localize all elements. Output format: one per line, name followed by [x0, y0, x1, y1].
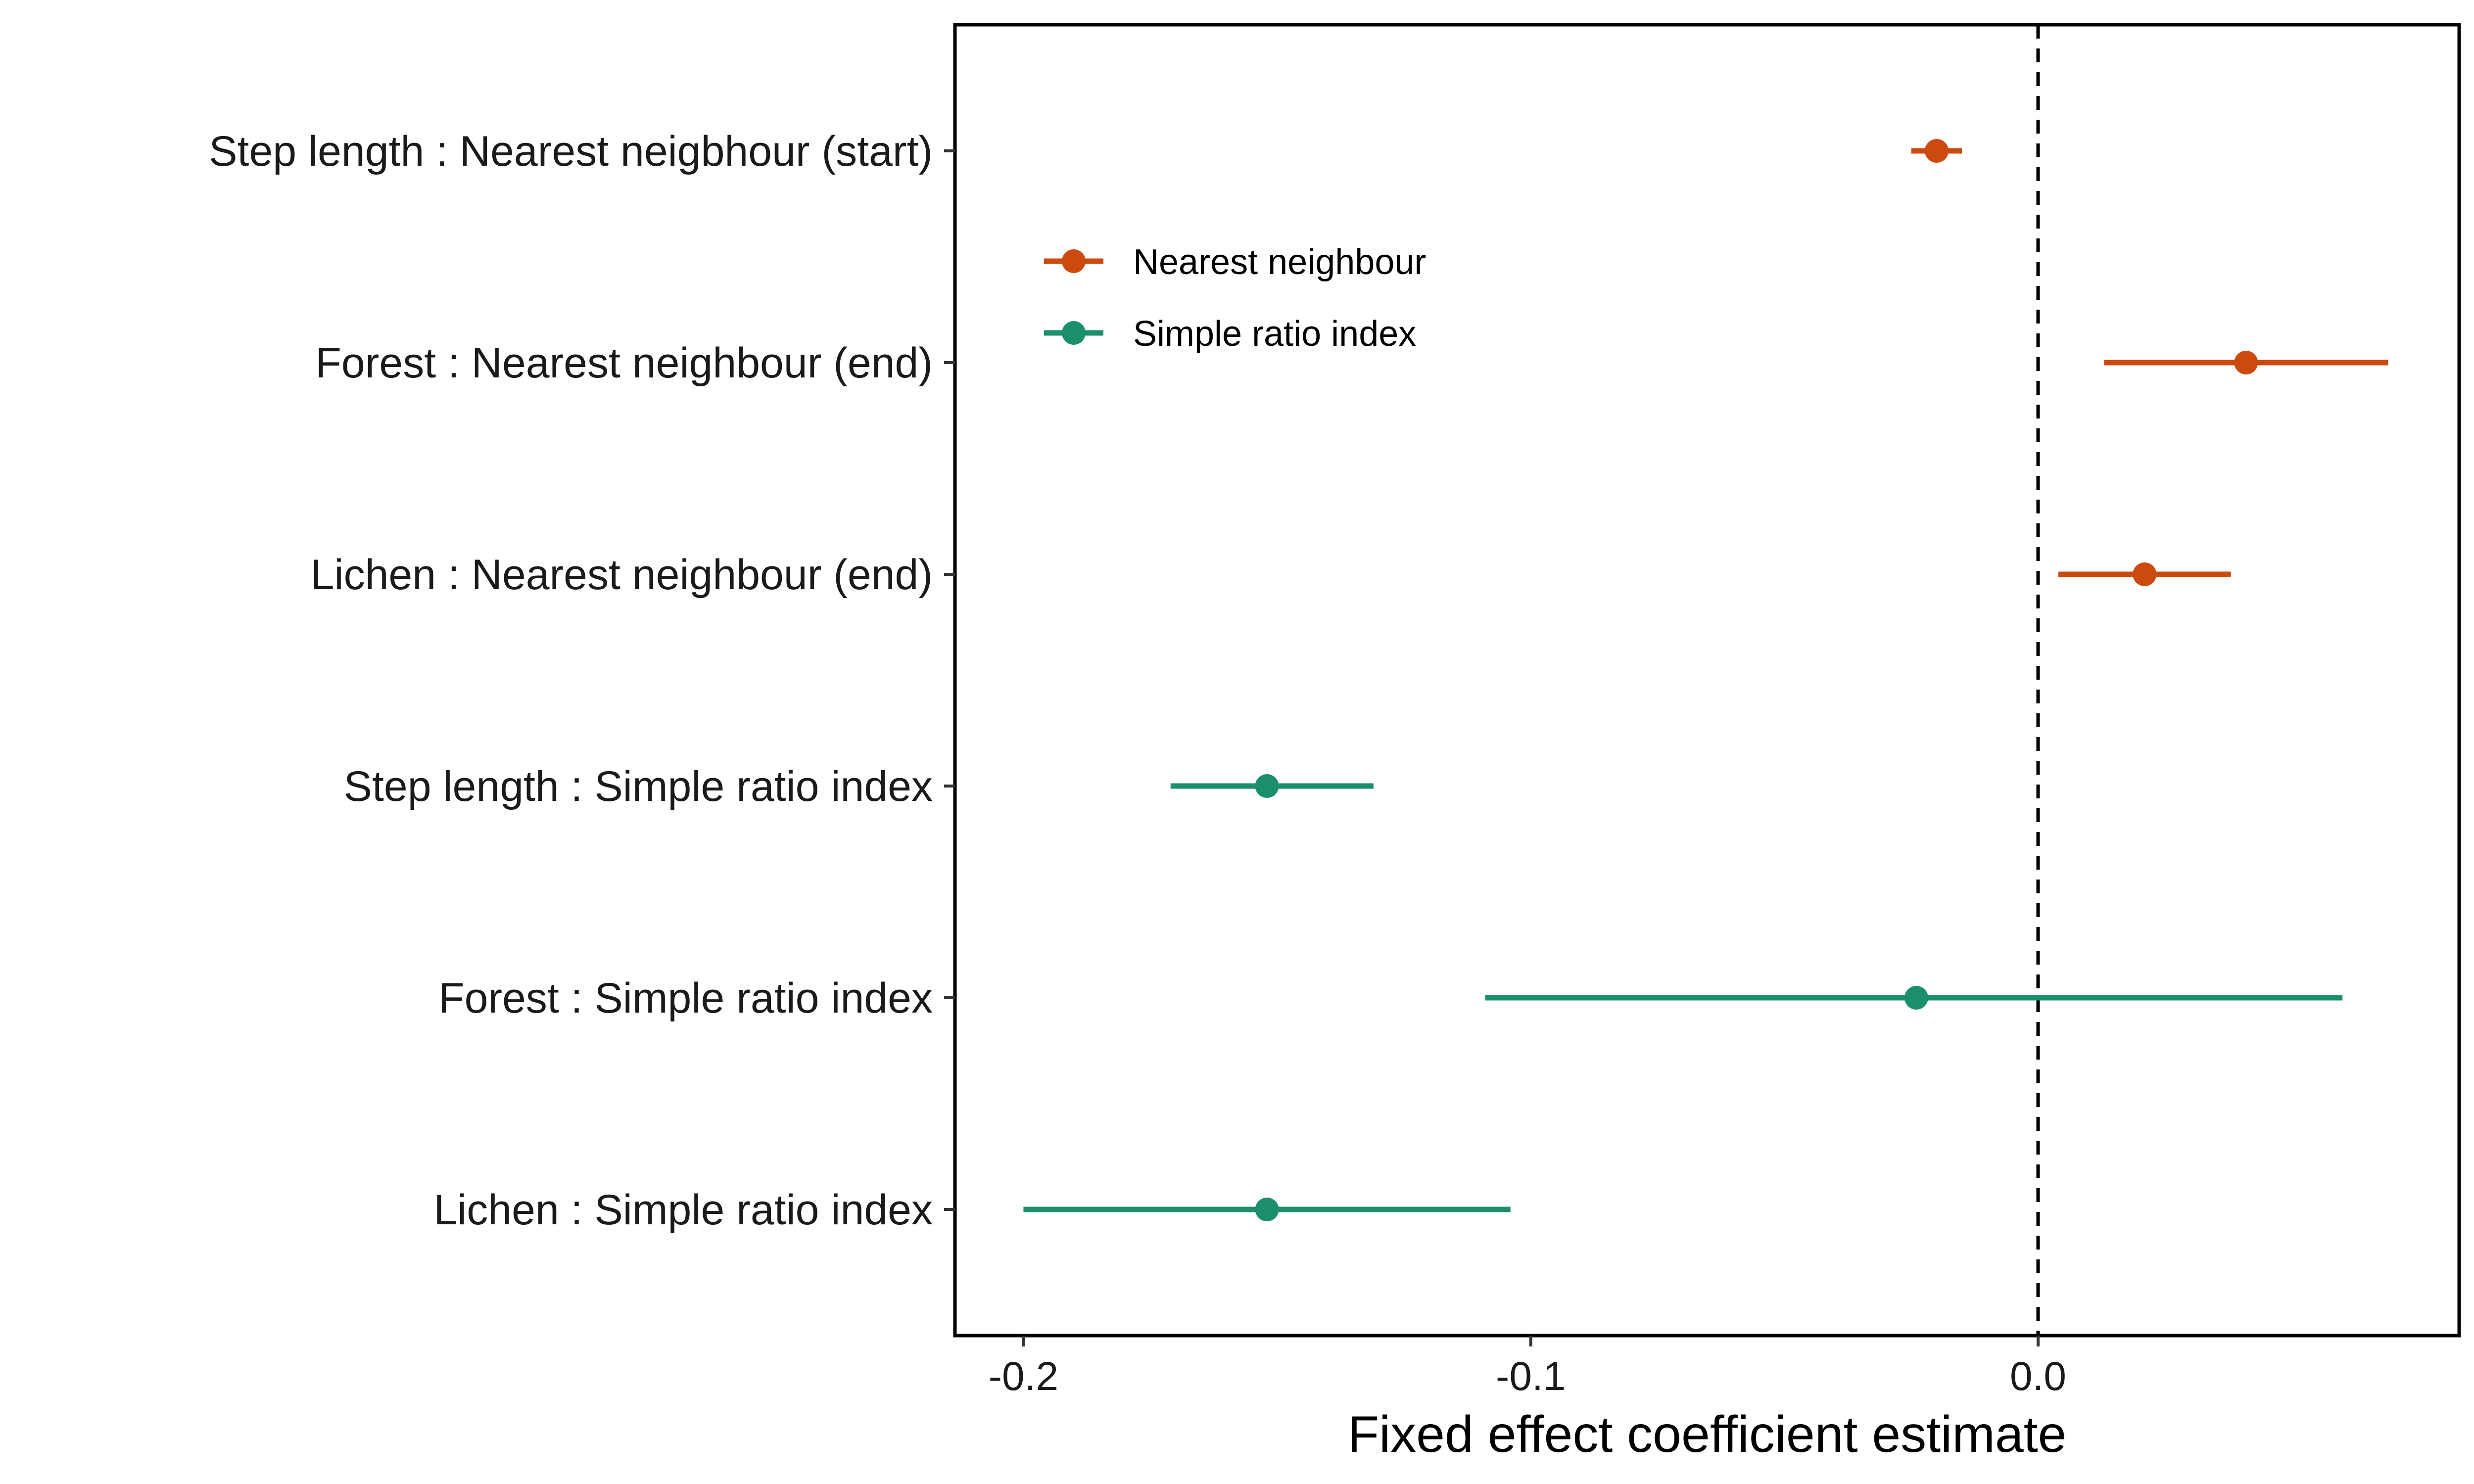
y-tick-label: Lichen : Nearest neighbour (end)	[311, 551, 933, 599]
y-tick-label: Step length : Nearest neigbhour (start)	[209, 128, 933, 175]
legend-label: Simple ratio index	[1133, 314, 1416, 354]
legend-key-marker	[1062, 321, 1086, 345]
point-estimate	[2133, 562, 2157, 586]
y-tick-label: Forest : Nearest neighbour (end)	[315, 339, 933, 387]
plot-panel-border	[953, 23, 2461, 1338]
x-tick-label: -0.2	[989, 1354, 1058, 1399]
x-tick-label: 0.0	[2010, 1354, 2066, 1399]
legend-label: Nearest neighbour	[1133, 242, 1426, 282]
x-tick-label: -0.1	[1496, 1354, 1566, 1399]
series-layer	[1023, 139, 2388, 1221]
point-estimate	[1904, 986, 1928, 1010]
y-tick-label: Step length : Simple ratio index	[344, 763, 933, 810]
x-axis-title: Fixed effect coefficient estimate	[1348, 1406, 2067, 1463]
point-estimate	[1255, 1198, 1279, 1221]
y-axis: Step length : Nearest neigbhour (start) F…	[209, 128, 955, 1234]
legend: Nearest neighbour Simple ratio index	[1044, 242, 1426, 354]
x-axis: -0.2 -0.1 0.0	[989, 1336, 2066, 1399]
point-estimate	[1924, 139, 1949, 163]
legend-key-marker	[1062, 249, 1086, 273]
point-estimate	[1255, 774, 1279, 798]
point-estimate	[2234, 351, 2258, 374]
y-tick-label: Forest : Simple ratio index	[438, 974, 933, 1022]
y-tick-label: Lichen : Simple ratio index	[433, 1186, 933, 1234]
